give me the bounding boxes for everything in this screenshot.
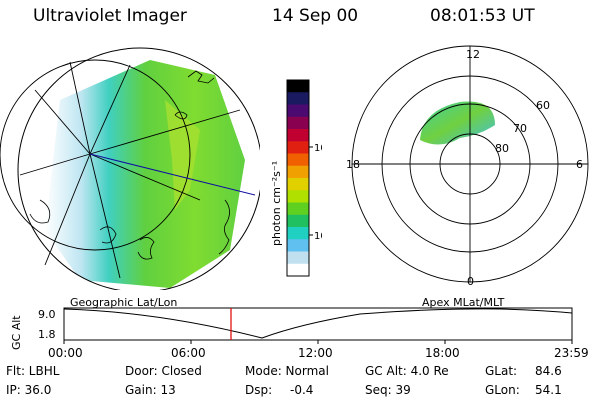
mlt-label-18: 18	[346, 158, 360, 171]
altitude-ylabel: GC Alt	[10, 315, 23, 350]
info-mode: Mode: Normal	[245, 364, 329, 378]
mlat-mlt-polar-plot: 12 0 18 6 60 70 80	[346, 45, 589, 288]
colorbar-tick-10: 10	[314, 231, 322, 242]
info-seq: Seq: 39	[365, 383, 411, 397]
colorbar-unit-label: photon cm⁻²s⁻¹	[270, 161, 283, 246]
geographic-image-panel	[0, 47, 260, 290]
altitude-curve	[63, 308, 573, 339]
colorbar-band	[287, 263, 309, 277]
colorbar-band	[287, 153, 309, 167]
info-glat-value: 84.6	[535, 364, 562, 378]
altitude-ytick-high: 9.0	[38, 308, 56, 321]
altitude-ytick-low: 1.8	[38, 328, 56, 341]
altitude-plot-frame	[63, 307, 573, 341]
date-label: 14 Sep 00	[272, 6, 359, 26]
colorbar-band	[287, 178, 309, 191]
colorbar-band	[287, 227, 309, 240]
info-ip: IP: 36.0	[6, 383, 52, 397]
info-glon-label: GLon:	[485, 383, 520, 397]
colorbar-band	[287, 251, 309, 265]
colorbar-tick-100: 100	[314, 143, 322, 154]
colorbar-band	[287, 165, 309, 179]
colorbar-band	[287, 104, 309, 118]
mlat-label-70: 70	[513, 122, 527, 135]
time-label: 08:01:53 UT	[430, 6, 535, 26]
altitude-xtick-3: 18:00	[425, 346, 460, 360]
info-glon-value: 54.1	[535, 383, 562, 397]
info-gc-alt: GC Alt: 4.0 Re	[365, 364, 449, 378]
auroral-oval	[420, 101, 495, 145]
altitude-xtick-2: 12:00	[298, 346, 333, 360]
mlat-label-80: 80	[495, 142, 509, 155]
colorbar: 100 10 photon cm⁻²s⁻¹	[270, 79, 322, 277]
altitude-xtick-1: 06:00	[171, 346, 206, 360]
colorbar-band	[287, 239, 309, 252]
colorbar-band	[287, 116, 309, 130]
mlt-label-0: 0	[467, 275, 474, 288]
info-flt: Flt: LBHL	[6, 364, 60, 378]
info-dsp-label: Dsp:	[245, 383, 273, 397]
mlt-label-6: 6	[576, 158, 583, 171]
aurora-emission	[45, 60, 245, 288]
lat-lon-grid	[0, 59, 241, 279]
colorbar-band	[287, 141, 309, 154]
altitude-xtick-4: 23:59	[554, 346, 589, 360]
earth-limb	[17, 47, 260, 290]
instrument-title: Ultraviolet Imager	[33, 6, 187, 26]
colorbar-band	[287, 80, 309, 93]
colorbar-band	[287, 190, 309, 203]
coastlines	[29, 70, 230, 260]
colorbar-gradient	[287, 80, 309, 277]
mlat-label-60: 60	[536, 99, 550, 112]
apex-label: Apex MLat/MLT	[422, 296, 505, 309]
info-dsp-value: -0.4	[290, 383, 314, 397]
altitude-plot: GC Alt 9.0 1.8 00:00 06:00 12:00 18:00 2…	[10, 307, 589, 360]
colorbar-band	[287, 129, 309, 142]
mlt-label-12: 12	[466, 48, 480, 61]
colorbar-band	[287, 92, 309, 105]
colorbar-band	[287, 214, 309, 228]
colorbar-band	[287, 202, 309, 216]
altitude-xtick-0: 00:00	[48, 346, 83, 360]
info-gain: Gain: 13	[125, 383, 176, 397]
info-glat-label: GLat:	[485, 364, 518, 378]
geographic-label: Geographic Lat/Lon	[70, 296, 178, 309]
info-door: Door: Closed	[125, 364, 202, 378]
